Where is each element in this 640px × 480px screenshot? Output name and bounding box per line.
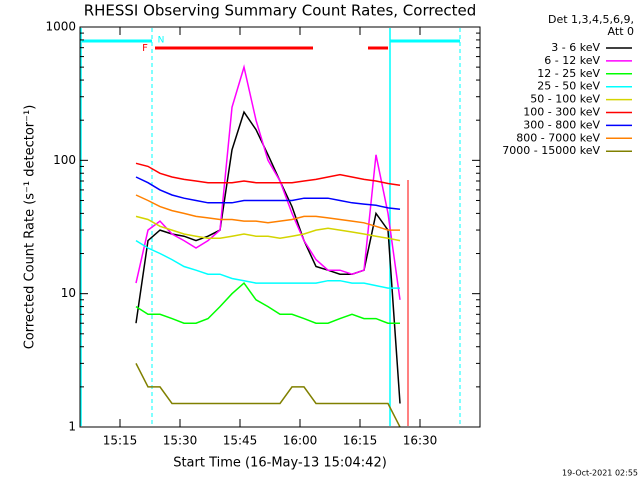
series-line	[135, 363, 401, 428]
series-line	[135, 194, 400, 231]
footnote: 19-Oct-2021 02:55	[562, 469, 638, 478]
legend-label: 25 - 50 keV	[537, 80, 600, 93]
legend-header: Det 1,3,4,5,6,9,	[548, 13, 634, 26]
series-line	[135, 162, 401, 187]
series-line	[135, 64, 401, 300]
flag-label: F	[142, 43, 148, 54]
series-line	[135, 215, 401, 242]
chart-title: RHESSI Observing Summary Count Rates, Co…	[84, 2, 477, 20]
legend-header: Att 0	[608, 25, 634, 38]
legend-label: 12 - 25 keV	[537, 67, 600, 80]
legend-label: 100 - 300 keV	[523, 106, 600, 119]
x-tick-label: 15:30	[163, 434, 198, 448]
series-line	[135, 176, 401, 210]
x-tick-label: 16:00	[283, 434, 318, 448]
y-axis-label: Corrected Count Rate (s⁻¹ detector⁻¹)	[23, 105, 38, 350]
plot-frame	[79, 26, 481, 428]
legend-label: 7000 - 15000 keV	[502, 144, 600, 157]
legend-label: 3 - 6 keV	[551, 41, 600, 54]
y-tick-label: 10	[61, 286, 76, 300]
x-tick-label: 15:45	[223, 434, 258, 448]
x-tick-label: 16:15	[343, 434, 378, 448]
x-tick-label: 16:30	[403, 434, 438, 448]
legend-label: 300 - 800 keV	[523, 118, 600, 131]
series-line	[135, 239, 400, 289]
series-line	[135, 281, 400, 324]
x-axis-label: Start Time (16-May-13 15:04:42)	[173, 456, 387, 471]
legend-label: 800 - 7000 keV	[516, 131, 600, 144]
y-tick-label: 1	[68, 420, 76, 434]
y-tick-label: 1000	[45, 20, 76, 34]
flag-label: N	[158, 36, 165, 46]
legend-label: 6 - 12 keV	[544, 54, 600, 67]
x-tick-label: 15:15	[103, 434, 138, 448]
y-tick-label: 100	[53, 153, 76, 167]
legend-label: 50 - 100 keV	[530, 93, 600, 106]
